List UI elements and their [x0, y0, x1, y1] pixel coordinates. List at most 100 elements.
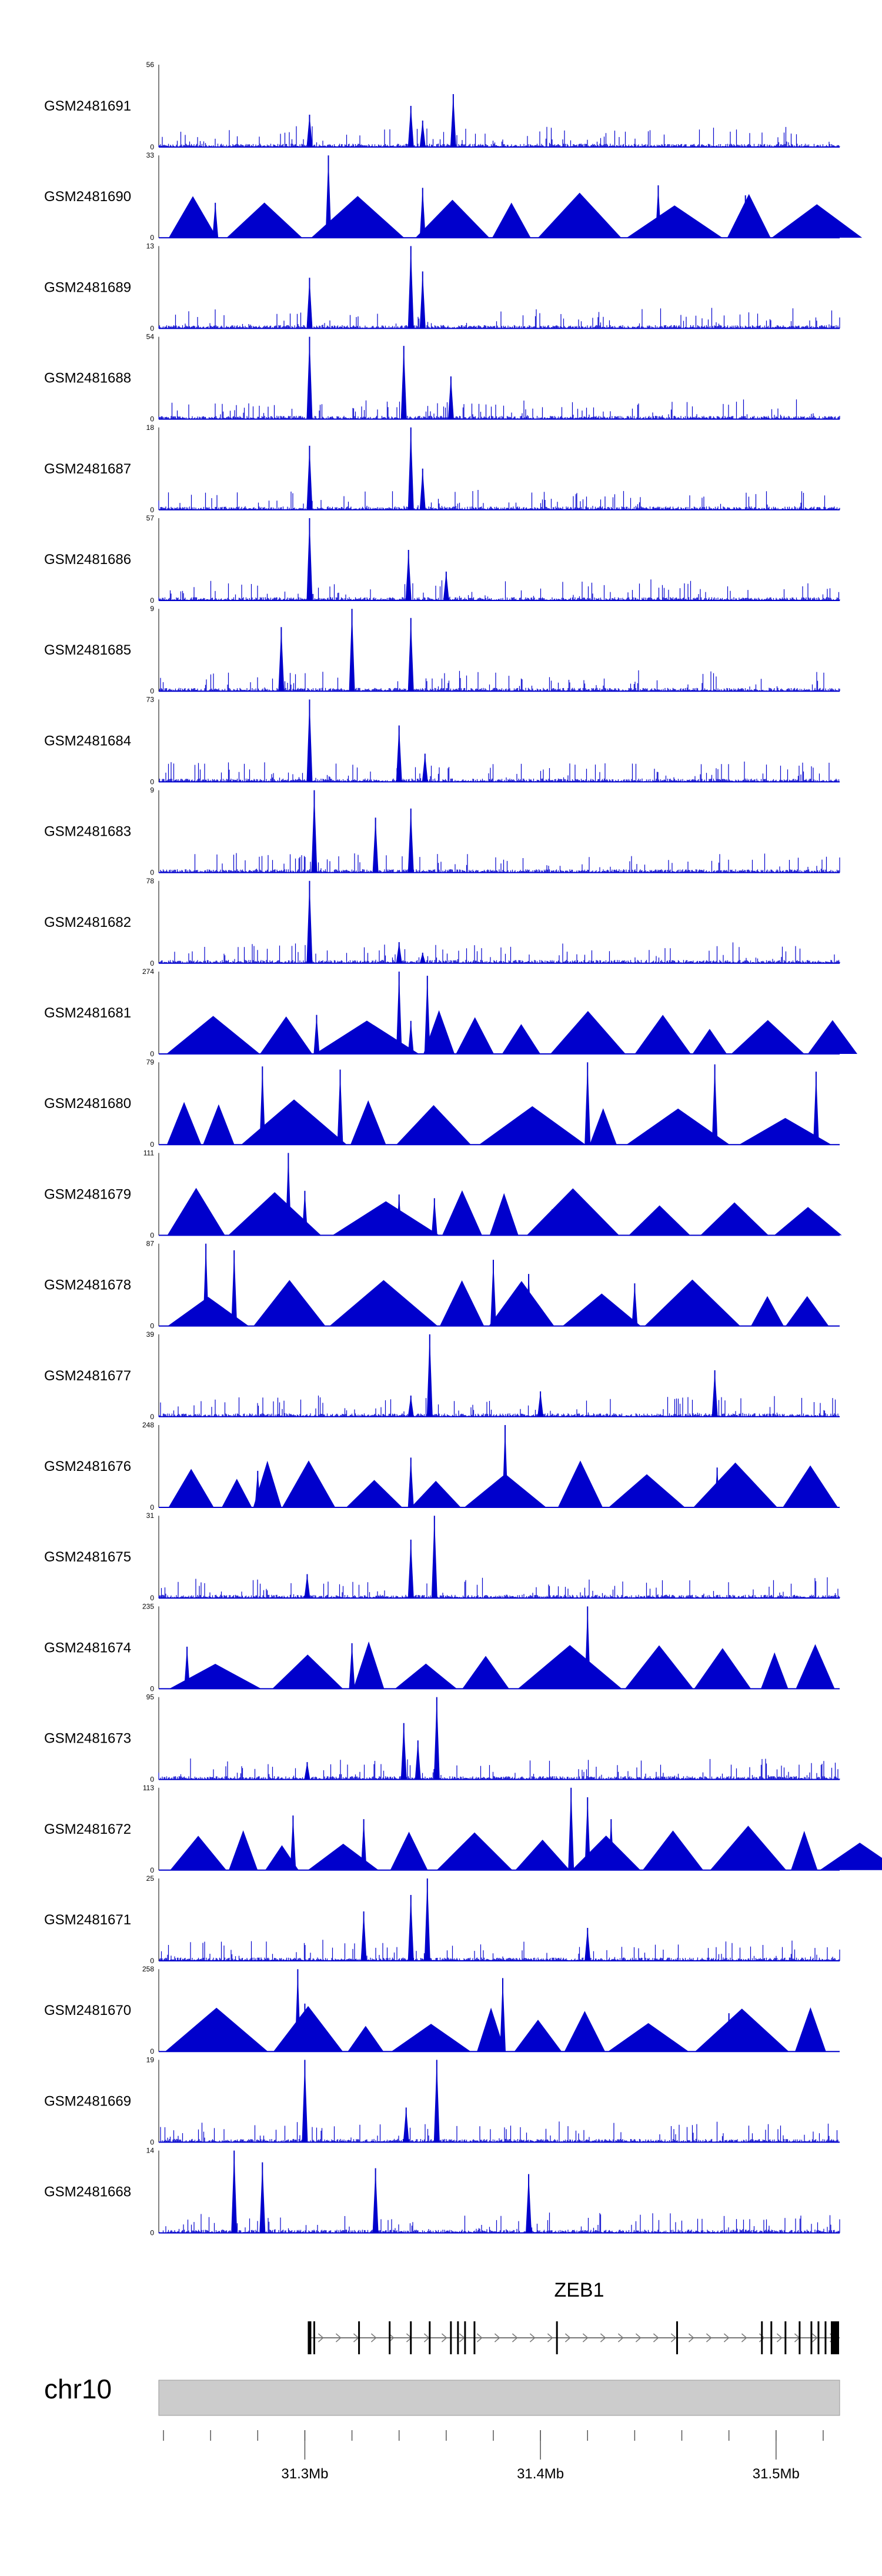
strand-arrow — [776, 2333, 783, 2343]
strand-arrow — [670, 2333, 677, 2343]
y-axis-min-label: 0 — [150, 506, 154, 514]
track-GSM2481672: GSM2481672 113 0 — [44, 1784, 882, 1874]
gene-exon — [817, 2321, 820, 2354]
coverage-segment — [624, 1645, 693, 1689]
coverage-segment — [226, 202, 302, 238]
track-GSM2481682: GSM2481682 78 0 — [44, 877, 840, 967]
track-GSM2481689: GSM2481689 13 0 — [44, 242, 840, 332]
track-label: GSM2481670 — [44, 2003, 131, 2018]
coverage-segment — [607, 2023, 689, 2052]
gene-exon — [457, 2321, 459, 2354]
y-axis-max-label: 258 — [142, 1965, 154, 1973]
track-label: GSM2481674 — [44, 1640, 131, 1656]
coverage-segment — [229, 1830, 258, 1870]
y-axis-max-label: 14 — [146, 2147, 155, 2155]
coverage-signal — [158, 942, 840, 963]
y-axis-max-label: 113 — [143, 1784, 154, 1792]
coverage-segment — [165, 2007, 268, 2052]
y-axis-min-label: 0 — [150, 1684, 154, 1693]
y-axis-max-label: 56 — [146, 61, 155, 69]
y-axis-max-label: 18 — [146, 423, 155, 432]
y-axis-max-label: 57 — [146, 514, 155, 522]
y-axis-min-label: 0 — [150, 1776, 154, 1784]
track-GSM2481669: GSM2481669 19 0 — [44, 2056, 840, 2146]
track-label: GSM2481691 — [44, 98, 131, 114]
coverage-segment — [241, 1099, 347, 1145]
track-label: GSM2481677 — [44, 1368, 131, 1384]
coverage-segment — [353, 1641, 385, 1689]
coverage-segment — [477, 2007, 506, 2052]
track-label: GSM2481672 — [44, 1821, 131, 1837]
coverage-segment — [396, 1105, 471, 1145]
track-label: GSM2481688 — [44, 371, 131, 386]
track-GSM2481686: GSM2481686 57 0 — [44, 514, 840, 605]
coverage-segment — [253, 1460, 282, 1507]
track-label: GSM2481687 — [44, 461, 131, 477]
strand-arrow — [512, 2333, 518, 2343]
coverage-segment — [514, 2020, 562, 2052]
coverage-segment — [794, 2007, 826, 2052]
track-label: GSM2481678 — [44, 1277, 131, 1293]
coverage-tracks: GSM2481691560GSM2481690330GSM2481689130G… — [44, 61, 882, 2237]
x-tick-label: 31.3Mb — [281, 2466, 328, 2482]
y-axis-max-label: 54 — [146, 333, 155, 341]
coverage-segment — [462, 1656, 509, 1689]
coverage-segment — [442, 1190, 482, 1236]
coverage-signal — [158, 308, 840, 329]
y-axis-max-label: 25 — [146, 1874, 155, 1883]
track-GSM2481668: GSM2481668 14 0 — [44, 2147, 840, 2237]
track-label: GSM2481675 — [44, 1549, 131, 1565]
coverage-segment — [222, 1479, 252, 1507]
gene-exon — [799, 2321, 801, 2354]
y-axis-max-label: 95 — [146, 1693, 155, 1701]
y-axis-min-label: 0 — [150, 2138, 154, 2146]
coverage-segment — [282, 1460, 336, 1507]
coverage-segment — [609, 1474, 685, 1507]
coverage-segment — [537, 192, 622, 238]
x-tick-label: 31.5Mb — [753, 2466, 800, 2482]
y-axis-max-label: 111 — [143, 1149, 155, 1157]
track-label: GSM2481682 — [44, 915, 131, 930]
y-axis-min-label: 0 — [150, 869, 154, 877]
coverage-segment — [436, 1832, 513, 1870]
gene-model-track: ZEB1 — [308, 2279, 840, 2354]
coverage-segment — [791, 1830, 818, 1870]
track-GSM2481675: GSM2481675 31 0 — [44, 1511, 840, 1602]
coverage-segment — [626, 1108, 730, 1145]
y-axis-max-label: 33 — [146, 151, 155, 159]
coverage-segment — [693, 1462, 777, 1507]
coverage-segment — [526, 1188, 619, 1236]
y-axis-min-label: 0 — [150, 143, 154, 151]
coverage-segment — [489, 1281, 554, 1326]
chromosome-label: chr10 — [44, 2374, 112, 2404]
y-axis-min-label: 0 — [150, 1140, 154, 1149]
strand-arrow — [582, 2333, 589, 2343]
coverage-segment — [562, 1293, 641, 1326]
strand-arrow — [706, 2333, 712, 2343]
strand-arrow — [547, 2333, 553, 2343]
y-axis-min-label: 0 — [150, 1231, 154, 1239]
coverage-segment — [350, 1100, 386, 1145]
track-label: GSM2481685 — [44, 642, 131, 658]
coverage-segment — [170, 1836, 226, 1870]
coverage-segment — [731, 1020, 805, 1054]
strand-arrow — [318, 2333, 324, 2343]
y-axis-min-label: 0 — [150, 959, 154, 967]
strand-arrow — [617, 2333, 624, 2343]
coverage-segment — [783, 1465, 838, 1507]
y-axis-max-label: 19 — [146, 2056, 155, 2064]
coverage-segment — [168, 196, 218, 238]
coverage-segment — [820, 1843, 882, 1870]
coverage-segment — [644, 1279, 740, 1326]
coverage-segment — [710, 1826, 787, 1870]
gene-exon — [313, 2321, 315, 2354]
y-axis-min-label: 0 — [150, 1594, 154, 1602]
track-label: GSM2481669 — [44, 2093, 131, 2109]
y-axis-min-label: 0 — [150, 1322, 154, 1330]
coverage-segment — [348, 2026, 384, 2052]
coverage-segment — [167, 1187, 225, 1236]
gene-exon — [770, 2321, 773, 2354]
track-GSM2481676: GSM2481676 248 0 — [44, 1421, 840, 1511]
y-axis-min-label: 0 — [150, 324, 154, 332]
